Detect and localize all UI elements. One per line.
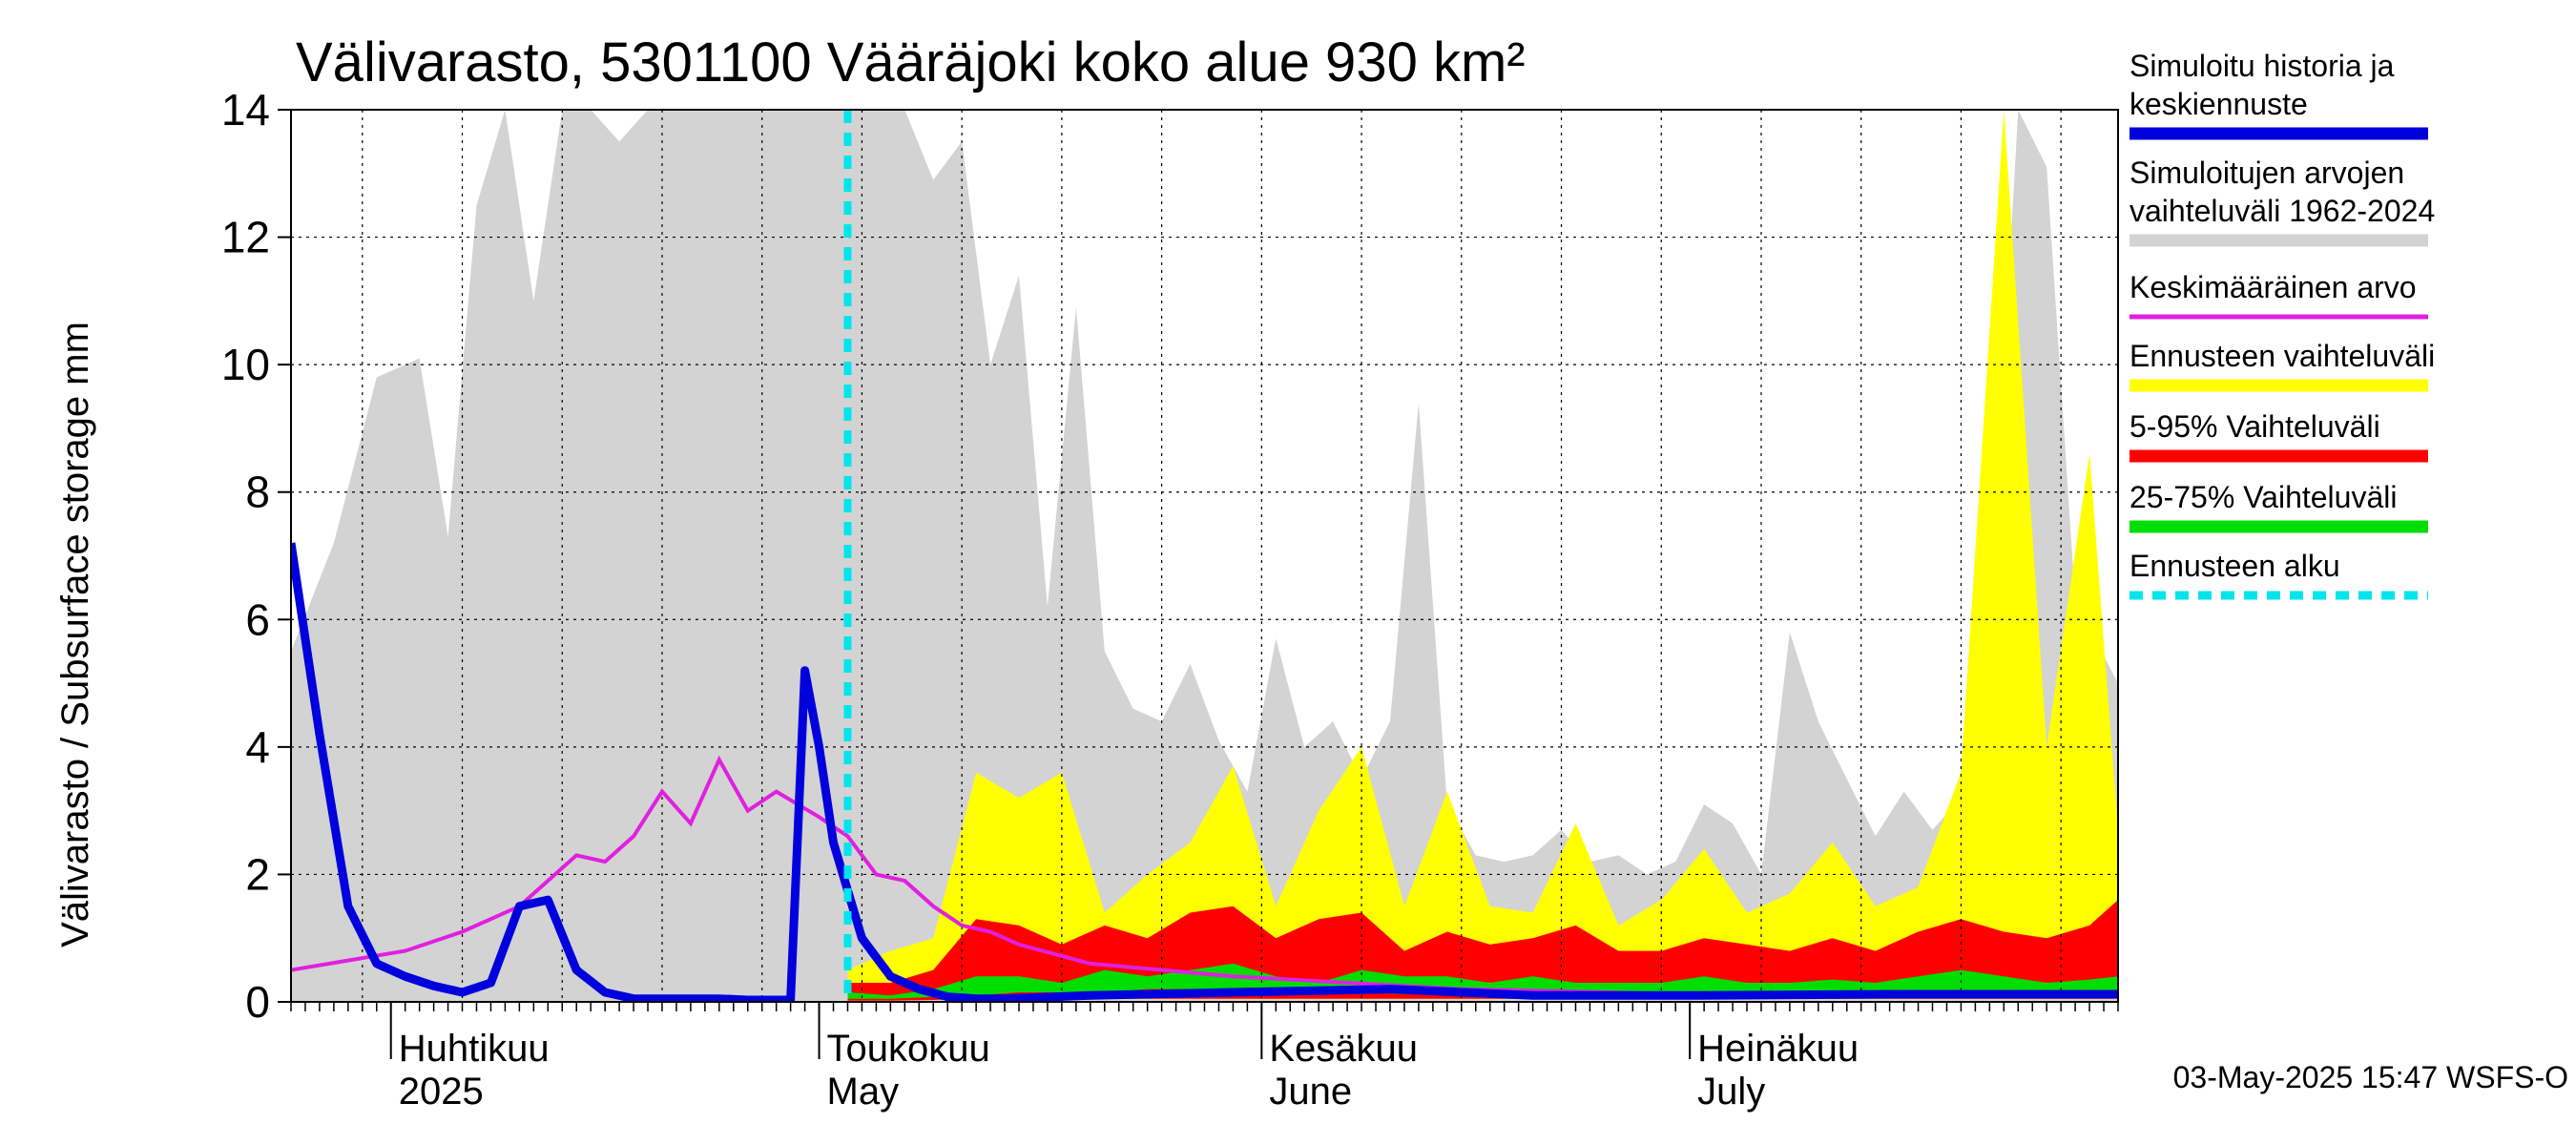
y-tick-label: 6 bbox=[245, 594, 270, 644]
historical-range-band bbox=[291, 110, 2118, 1002]
month-label: Huhtikuu bbox=[399, 1028, 550, 1070]
legend-label: 25-75% Vaihteluväli bbox=[2129, 480, 2397, 514]
y-tick-label: 14 bbox=[221, 85, 270, 135]
forecast-range-area bbox=[847, 110, 2118, 1001]
legend-label: Simuloitujen arvojen vaihteluväli 1962-20… bbox=[2129, 156, 2435, 228]
legend-label: Keskimääräinen arvo bbox=[2129, 270, 2417, 304]
legend-label: 5-95% Vaihteluväli bbox=[2129, 409, 2380, 444]
month-label-en: June bbox=[1269, 1071, 1352, 1113]
legend-item: Keskimääräinen arvo bbox=[2129, 270, 2428, 320]
legend-label: Simuloitu historia ja keskiennuste bbox=[2129, 49, 2395, 121]
y-tick-label: 0 bbox=[245, 977, 270, 1027]
legend-item: Ennusteen alku bbox=[2129, 549, 2428, 600]
month-label: Kesäkuu bbox=[1269, 1028, 1418, 1070]
legend-item: Simuloitujen arvojen vaihteluväli 1962-20… bbox=[2129, 156, 2435, 247]
month-label-en: July bbox=[1697, 1071, 1765, 1113]
simulated-line bbox=[291, 542, 2118, 1002]
month-label-en: 2025 bbox=[399, 1071, 484, 1113]
legend-item: 5-95% Vaihteluväli bbox=[2129, 409, 2428, 463]
month-label-en: May bbox=[827, 1071, 900, 1113]
legend-item: Simuloitu historia ja keskiennuste bbox=[2129, 49, 2428, 140]
y-tick-label: 4 bbox=[245, 722, 270, 772]
forecast-bands bbox=[847, 110, 2118, 1001]
y-axis-label: Välivarasto / Subsurface storage mm bbox=[54, 322, 96, 947]
y-tick-label: 2 bbox=[245, 849, 270, 899]
month-label: Heinäkuu bbox=[1697, 1028, 1859, 1070]
historical-range-area bbox=[291, 110, 2118, 1002]
legend-item: 25-75% Vaihteluväli bbox=[2129, 480, 2428, 533]
y-tick-label: 12 bbox=[221, 213, 270, 262]
legend-label: Ennusteen vaihteluväli bbox=[2129, 339, 2435, 373]
plot-area bbox=[291, 110, 2118, 1002]
y-tick-label: 10 bbox=[221, 340, 270, 389]
forecast-25-75-area bbox=[847, 963, 2118, 999]
legend-item: Ennusteen vaihteluväli bbox=[2129, 339, 2435, 392]
legend: Simuloitu historia ja keskiennuste Simuloi… bbox=[2129, 49, 2435, 600]
chart-title: Välivarasto, 5301100 Vääräjoki koko alue… bbox=[296, 31, 1526, 94]
y-tick-label: 8 bbox=[245, 468, 270, 517]
footer-timestamp: 03-May-2025 15:47 WSFS-O bbox=[2173, 1060, 2568, 1094]
series-lines bbox=[291, 110, 2118, 1002]
legend-label: Ennusteen alku bbox=[2129, 549, 2340, 583]
month-label: Toukokuu bbox=[827, 1028, 990, 1070]
